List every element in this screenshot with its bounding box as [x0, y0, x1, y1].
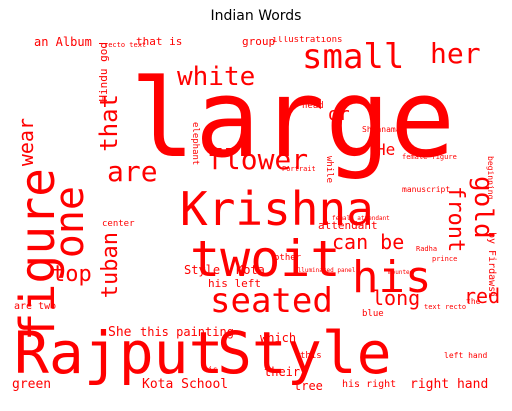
word: prince: [432, 255, 458, 263]
word: Style: [217, 319, 392, 387]
word: twoit: [190, 230, 341, 288]
word: recto text: [104, 41, 147, 49]
word: an Album: [34, 36, 92, 49]
word: long: [372, 286, 421, 310]
word: wear: [14, 118, 38, 167]
word: tree: [294, 379, 323, 393]
word: Kota School: [142, 377, 229, 392]
word: gold: [468, 176, 498, 239]
word: green: [12, 377, 52, 392]
word: group: [242, 36, 276, 48]
word: other: [274, 253, 302, 263]
word: tuban: [98, 232, 123, 299]
word: that: [95, 94, 123, 152]
chart-title: Indian Words: [210, 8, 302, 24]
word: female attendant: [332, 215, 390, 222]
word: front: [443, 186, 468, 253]
word: attendant: [318, 219, 378, 232]
word: large: [130, 57, 456, 182]
word-cloud: large Rajput Style Krishna twoit figure …: [12, 36, 500, 402]
word: Portrait: [282, 165, 316, 173]
word: flower: [207, 143, 309, 176]
word: his right: [342, 379, 397, 390]
word: are: [107, 155, 158, 188]
word: text recto: [424, 303, 467, 311]
word: this: [300, 351, 322, 361]
word: top: [52, 262, 92, 287]
word: Krishna: [180, 182, 374, 236]
word: Shahnama: [362, 125, 401, 134]
word: by Firdawsi: [486, 232, 497, 299]
word: are two: [14, 301, 57, 312]
word: manuscript: [402, 185, 451, 194]
word: one: [47, 186, 93, 259]
word: their: [264, 365, 301, 379]
word: Rajput: [14, 319, 224, 387]
word: while: [324, 156, 334, 184]
word: red: [464, 284, 500, 308]
word: Radha: [416, 245, 438, 253]
word: or: [328, 104, 350, 125]
word: which: [260, 331, 297, 345]
word: head: [302, 101, 324, 111]
word: mounted: [388, 269, 414, 276]
word: Style: [184, 263, 221, 277]
word: that is: [136, 36, 183, 48]
word: his: [352, 252, 432, 303]
word: this painting: [140, 325, 234, 339]
word: left hand: [444, 351, 488, 360]
word: illuminated panel: [294, 267, 356, 274]
word: Kota: [236, 263, 265, 277]
word: He: [376, 140, 396, 159]
word: She: [108, 325, 132, 340]
word: her: [430, 37, 481, 70]
word: small: [302, 37, 405, 77]
word: right hand: [410, 377, 489, 392]
word: seated: [210, 281, 333, 321]
word: the: [466, 297, 481, 306]
word: center: [102, 219, 135, 229]
word: female figure: [402, 153, 457, 161]
word: Hindu god: [97, 42, 110, 102]
word: his left: [208, 277, 261, 290]
word: beginning: [486, 156, 495, 200]
word: blue: [362, 309, 384, 319]
word: can be: [332, 230, 405, 254]
word: white: [177, 62, 256, 92]
word: elephant: [190, 122, 200, 166]
word: illustrations: [272, 36, 343, 45]
word: is: [208, 365, 218, 374]
